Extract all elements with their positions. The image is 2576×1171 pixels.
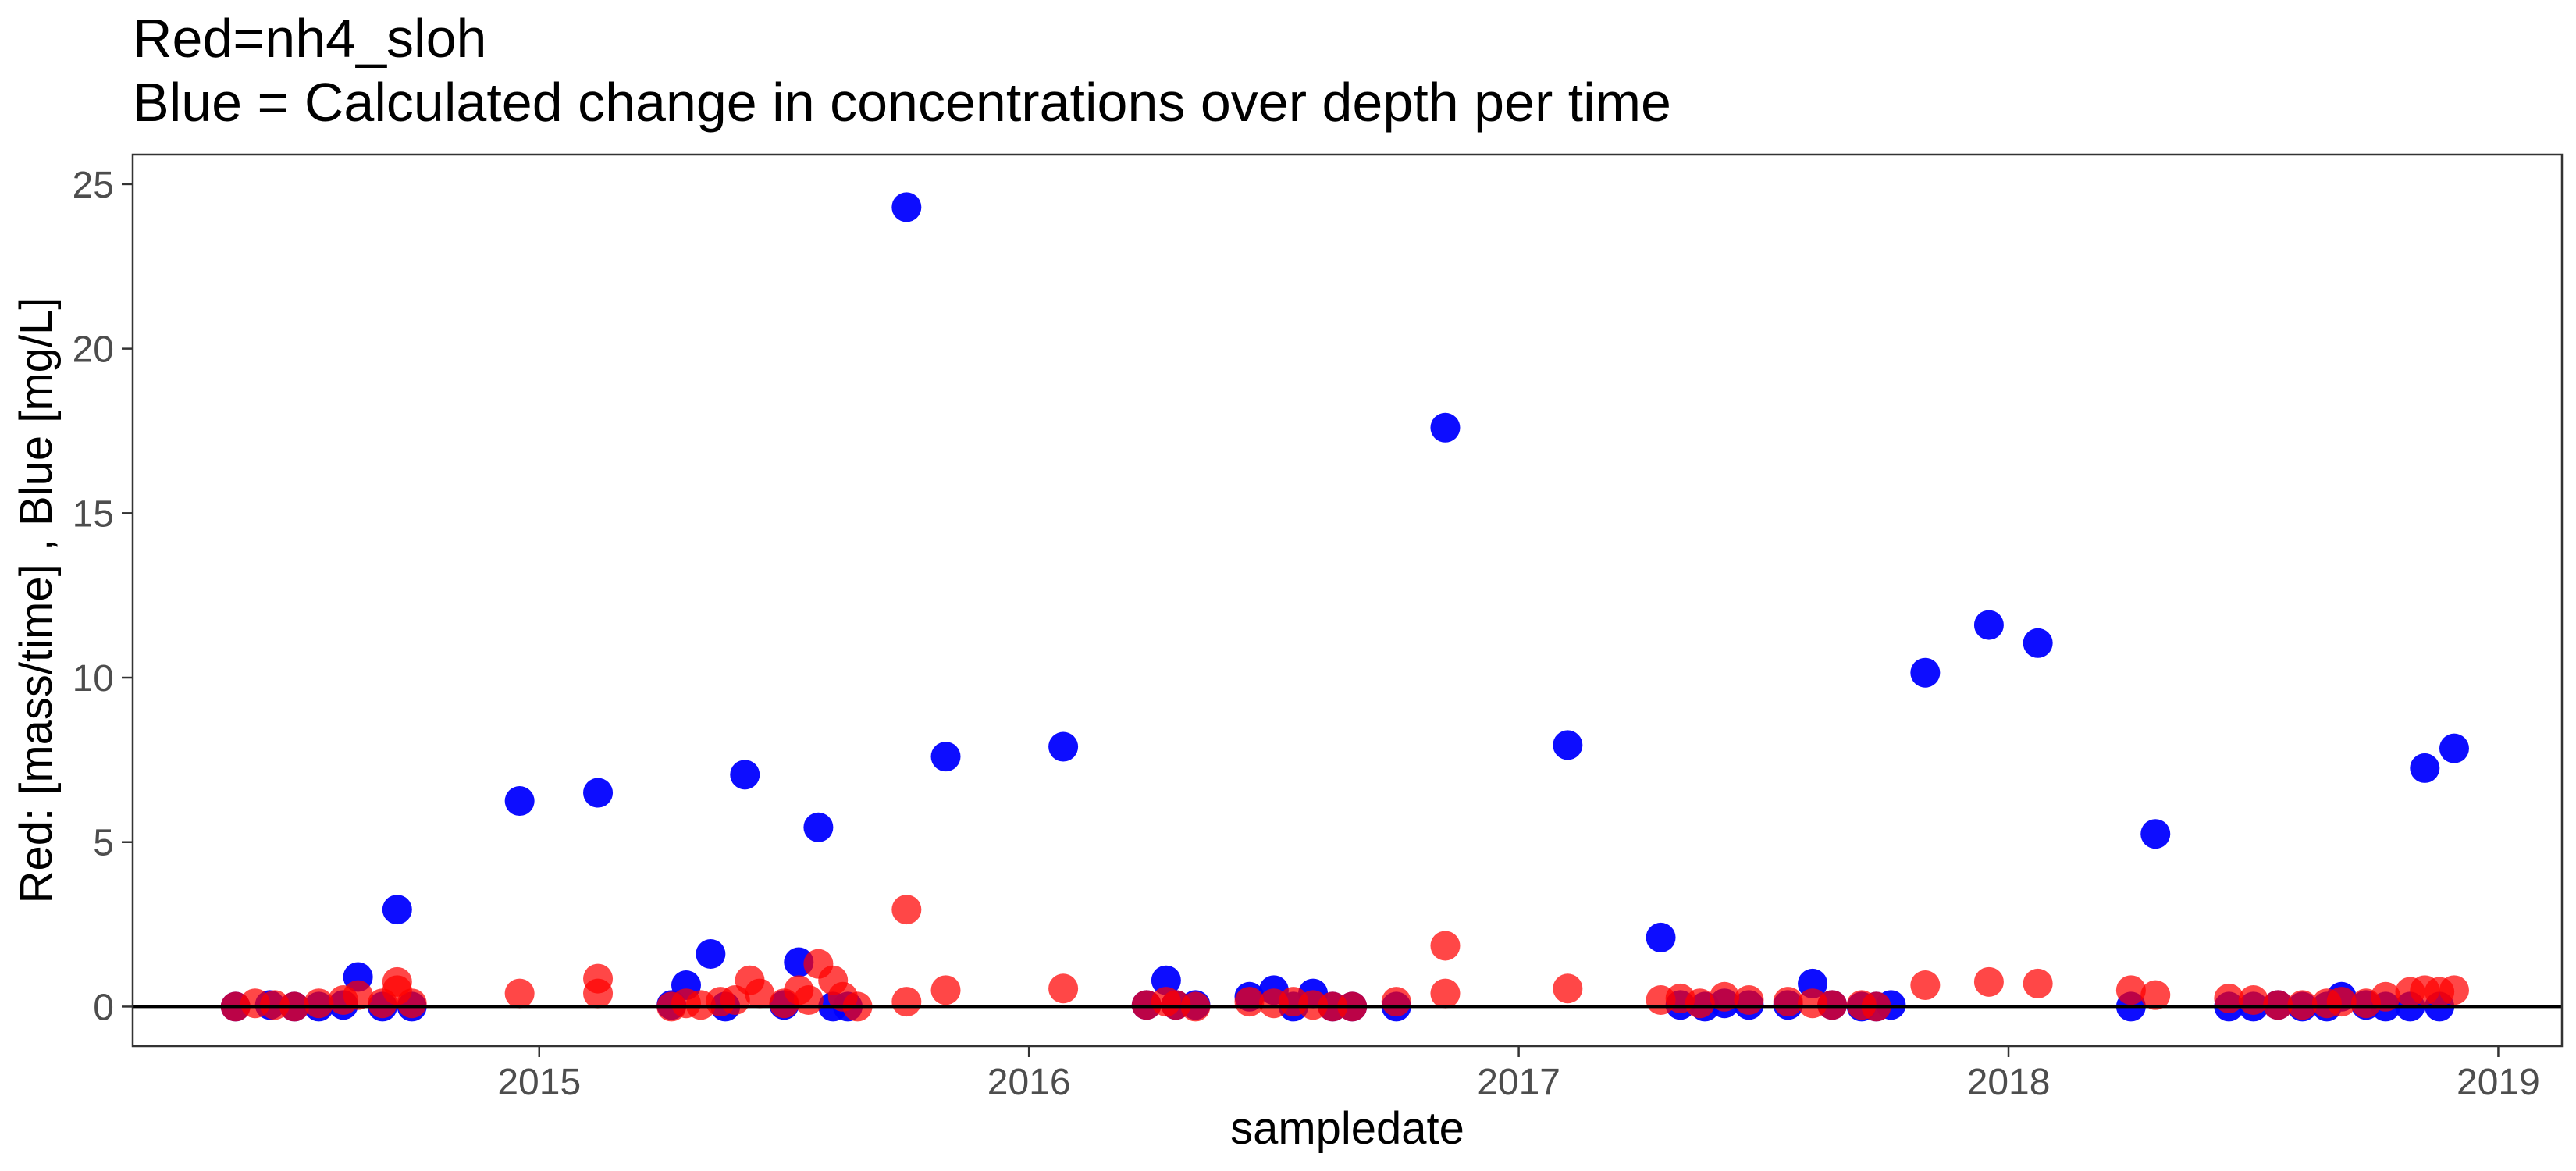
y-tick-label: 5	[93, 823, 114, 864]
red-data-point	[2263, 990, 2293, 1020]
blue-data-point	[2023, 628, 2053, 658]
y-axis-title: Red: [mass/time] , Blue [mg/L]	[11, 297, 62, 904]
blue-data-point	[730, 760, 760, 790]
blue-data-point	[1973, 610, 2004, 640]
blue-data-point	[583, 778, 614, 808]
red-data-point	[1430, 978, 1461, 1009]
red-data-point	[1381, 987, 1411, 1017]
red-data-point	[2238, 985, 2268, 1016]
blue-data-point	[891, 192, 922, 222]
red-data-point	[2326, 987, 2357, 1017]
y-tick-label: 0	[93, 987, 114, 1028]
x-tick-label: 2016	[987, 1062, 1071, 1103]
blue-data-point	[803, 812, 834, 842]
y-tick-label: 25	[73, 165, 114, 206]
blue-data-point	[1910, 657, 1941, 688]
points-layer	[220, 192, 2469, 1022]
red-data-point	[343, 980, 373, 1010]
x-tick-label: 2019	[2457, 1062, 2540, 1103]
blue-data-point	[504, 786, 535, 817]
plot-panel-border	[131, 153, 2564, 1048]
blue-data-point	[1646, 922, 1676, 952]
x-tick-label: 2017	[1477, 1062, 1560, 1103]
red-data-point	[1910, 970, 1941, 1001]
red-data-point	[2287, 990, 2318, 1020]
red-data-point	[2023, 968, 2053, 998]
red-data-point	[891, 987, 922, 1017]
x-axis-title: sampledate	[1230, 1103, 1464, 1154]
red-data-point	[504, 978, 535, 1009]
red-data-point	[1773, 987, 1803, 1017]
blue-data-point	[930, 742, 961, 772]
y-tick-label: 20	[73, 329, 114, 371]
blue-data-point	[696, 939, 726, 970]
red-data-point	[930, 975, 961, 1005]
x-axis: 2015 2016 2017 2018 2019	[497, 1046, 2540, 1103]
title-line-2: Blue = Calculated change in concentratio…	[133, 72, 1671, 133]
red-data-point	[1734, 985, 1764, 1016]
blue-data-point	[382, 895, 412, 925]
red-data-point	[1817, 990, 1848, 1020]
red-data-point	[304, 988, 334, 1019]
red-data-point	[1234, 987, 1265, 1017]
red-data-point	[891, 895, 922, 925]
red-data-point	[2115, 975, 2146, 1005]
red-data-point	[583, 978, 614, 1009]
y-tick-label: 15	[73, 493, 114, 535]
blue-data-point	[2439, 733, 2469, 763]
red-data-point	[1048, 973, 1079, 1004]
blue-data-point	[1430, 412, 1461, 443]
red-data-point	[2371, 981, 2401, 1012]
red-data-point	[745, 978, 775, 1009]
red-data-point	[2439, 975, 2469, 1005]
red-data-point	[793, 985, 824, 1016]
red-data-point	[1553, 973, 1583, 1004]
red-data-point	[2140, 980, 2171, 1010]
title-line-1: Red=nh4_sloh	[133, 8, 487, 69]
blue-data-point	[2410, 753, 2440, 783]
red-data-point	[1685, 988, 1715, 1019]
red-data-point	[1430, 931, 1461, 961]
y-tick-label: 10	[73, 658, 114, 699]
red-data-point	[1710, 981, 1740, 1012]
blue-data-point	[1553, 730, 1583, 760]
x-tick-label: 2018	[1967, 1062, 2051, 1103]
red-data-point	[1973, 966, 2004, 997]
x-tick-label: 2015	[497, 1062, 581, 1103]
chart-title: Red=nh4_sloh Blue = Calculated change in …	[133, 6, 1671, 134]
blue-data-point	[1048, 731, 1079, 762]
blue-data-point	[1151, 965, 1181, 995]
y-axis: 0 5 10 15 20 25	[73, 165, 133, 1028]
blue-data-point	[2140, 819, 2171, 849]
red-data-point	[397, 988, 427, 1019]
